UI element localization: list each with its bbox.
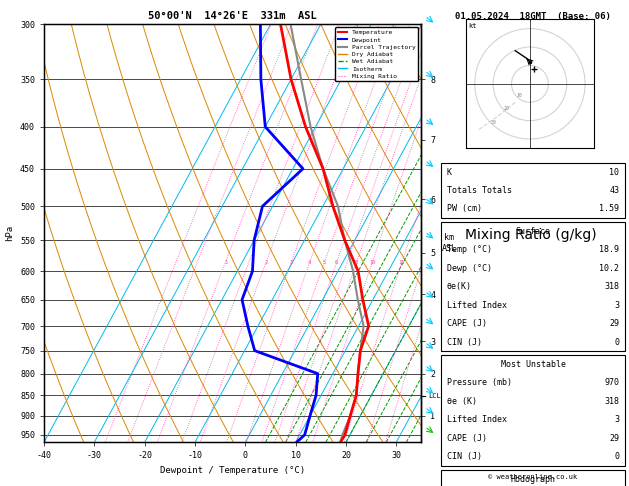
Text: LCL: LCL <box>428 394 441 399</box>
Text: Most Unstable: Most Unstable <box>501 360 565 369</box>
Text: 1.59: 1.59 <box>599 205 620 213</box>
Text: 4: 4 <box>308 260 311 265</box>
Text: 18.9: 18.9 <box>599 245 620 254</box>
Text: Surface: Surface <box>516 227 550 236</box>
Text: Pressure (mb): Pressure (mb) <box>447 379 512 387</box>
Text: 8: 8 <box>355 260 358 265</box>
Text: CIN (J): CIN (J) <box>447 338 482 347</box>
Text: θe (K): θe (K) <box>447 397 477 406</box>
Text: Dewp (°C): Dewp (°C) <box>447 264 492 273</box>
Text: 5: 5 <box>323 260 326 265</box>
Text: Totals Totals: Totals Totals <box>447 186 512 195</box>
Text: θe(K): θe(K) <box>447 282 472 291</box>
Text: Lifted Index: Lifted Index <box>447 301 507 310</box>
Text: 29: 29 <box>610 319 620 328</box>
Text: CAPE (J): CAPE (J) <box>447 434 487 443</box>
Text: Lifted Index: Lifted Index <box>447 416 507 424</box>
Text: 29: 29 <box>610 434 620 443</box>
Text: 3: 3 <box>289 260 293 265</box>
Text: K: K <box>447 168 452 176</box>
Text: 318: 318 <box>604 282 620 291</box>
Text: 30: 30 <box>490 120 496 124</box>
Bar <box>441 470 625 486</box>
Bar <box>441 222 625 351</box>
Text: 0: 0 <box>615 452 620 461</box>
Text: 6: 6 <box>335 260 338 265</box>
Text: Temp (°C): Temp (°C) <box>447 245 492 254</box>
Text: 2: 2 <box>264 260 268 265</box>
Text: 15: 15 <box>399 260 405 265</box>
X-axis label: Dewpoint / Temperature (°C): Dewpoint / Temperature (°C) <box>160 466 305 475</box>
Text: CIN (J): CIN (J) <box>447 452 482 461</box>
Text: 01.05.2024  18GMT  (Base: 06): 01.05.2024 18GMT (Base: 06) <box>455 12 611 21</box>
Bar <box>441 163 625 218</box>
Text: 1: 1 <box>224 260 227 265</box>
Text: 10: 10 <box>369 260 376 265</box>
Text: 3: 3 <box>615 416 620 424</box>
Text: 10: 10 <box>516 93 523 98</box>
Text: 3: 3 <box>615 301 620 310</box>
Text: 10.2: 10.2 <box>599 264 620 273</box>
Text: 970: 970 <box>604 379 620 387</box>
Text: kt: kt <box>468 23 477 29</box>
Text: 0: 0 <box>615 338 620 347</box>
Text: CAPE (J): CAPE (J) <box>447 319 487 328</box>
Legend: Temperature, Dewpoint, Parcel Trajectory, Dry Adiabat, Wet Adiabat, Isotherm, Mi: Temperature, Dewpoint, Parcel Trajectory… <box>335 27 418 81</box>
Y-axis label: hPa: hPa <box>6 225 14 242</box>
Text: 20: 20 <box>503 106 509 111</box>
Text: PW (cm): PW (cm) <box>447 205 482 213</box>
Text: 43: 43 <box>610 186 620 195</box>
Y-axis label: km
ASL: km ASL <box>442 233 457 253</box>
Text: 318: 318 <box>604 397 620 406</box>
Text: 10: 10 <box>610 168 620 176</box>
Title: 50°00'N  14°26'E  331m  ASL: 50°00'N 14°26'E 331m ASL <box>148 11 317 21</box>
Text: Hodograph: Hodograph <box>511 475 555 484</box>
Bar <box>441 355 625 466</box>
Text: © weatheronline.co.uk: © weatheronline.co.uk <box>489 474 577 480</box>
